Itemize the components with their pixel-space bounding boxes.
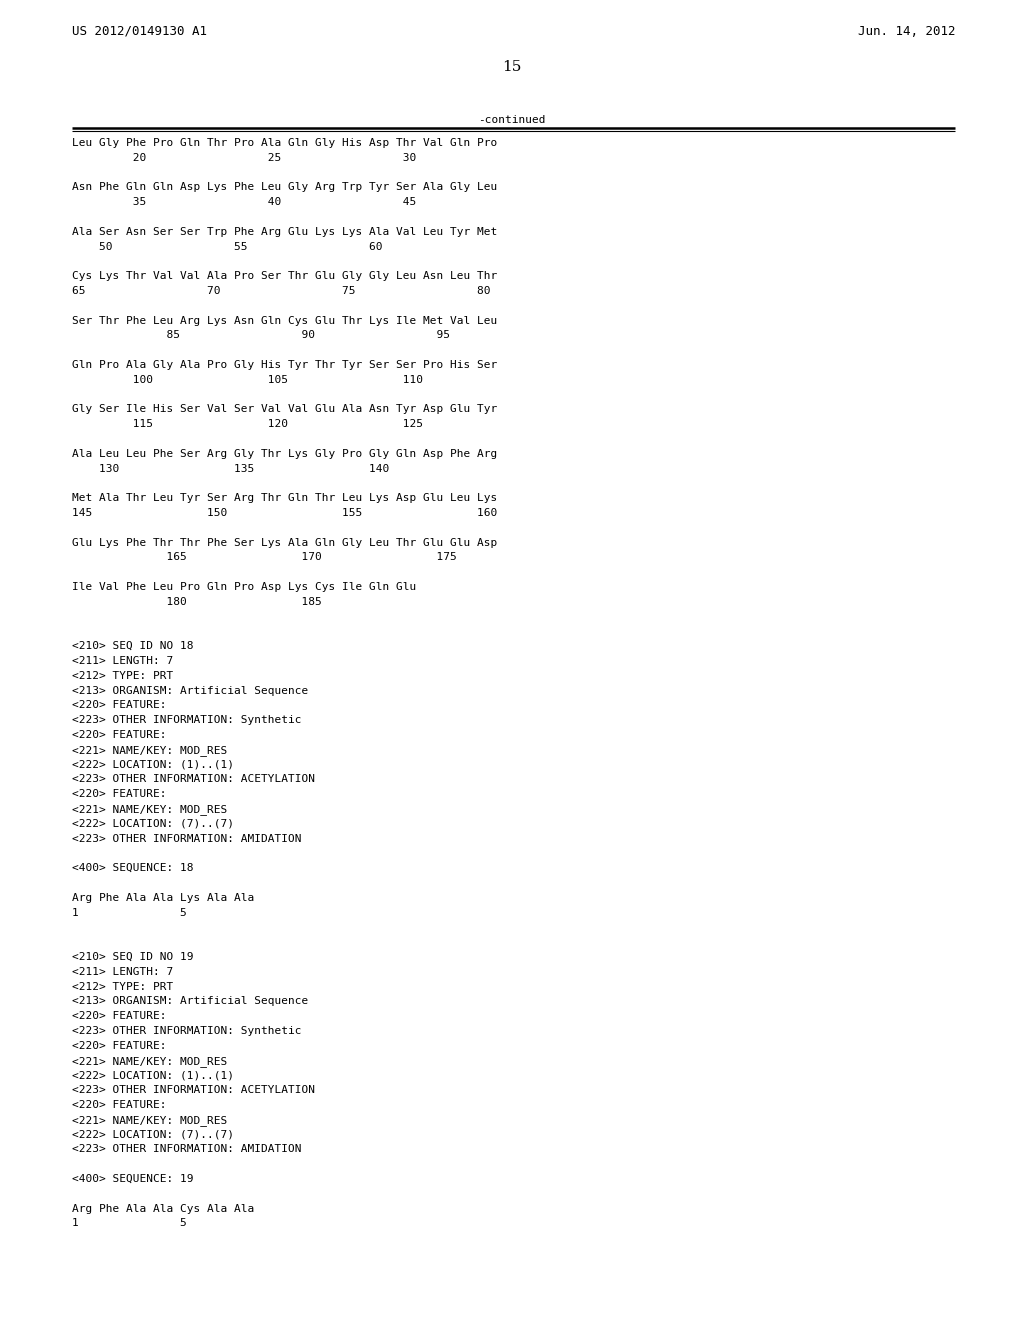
Text: <221> NAME/KEY: MOD_RES: <221> NAME/KEY: MOD_RES [72,804,227,814]
Text: Gln Pro Ala Gly Ala Pro Gly His Tyr Thr Tyr Ser Ser Pro His Ser: Gln Pro Ala Gly Ala Pro Gly His Tyr Thr … [72,360,498,370]
Text: Arg Phe Ala Ala Cys Ala Ala: Arg Phe Ala Ala Cys Ala Ala [72,1204,254,1213]
Text: <223> OTHER INFORMATION: AMIDATION: <223> OTHER INFORMATION: AMIDATION [72,1144,301,1155]
Text: <210> SEQ ID NO 19: <210> SEQ ID NO 19 [72,952,194,962]
Text: 115                 120                 125: 115 120 125 [72,420,423,429]
Text: <220> FEATURE:: <220> FEATURE: [72,789,167,799]
Text: Cys Lys Thr Val Val Ala Pro Ser Thr Glu Gly Gly Leu Asn Leu Thr: Cys Lys Thr Val Val Ala Pro Ser Thr Glu … [72,271,498,281]
Text: <223> OTHER INFORMATION: Synthetic: <223> OTHER INFORMATION: Synthetic [72,1026,301,1036]
Text: Ile Val Phe Leu Pro Gln Pro Asp Lys Cys Ile Gln Glu: Ile Val Phe Leu Pro Gln Pro Asp Lys Cys … [72,582,416,591]
Text: 1               5: 1 5 [72,908,186,917]
Text: 1               5: 1 5 [72,1218,186,1229]
Text: 85                  90                  95: 85 90 95 [72,330,450,341]
Text: <223> OTHER INFORMATION: ACETYLATION: <223> OTHER INFORMATION: ACETYLATION [72,775,315,784]
Text: 165                 170                 175: 165 170 175 [72,552,457,562]
Text: -continued: -continued [478,115,546,125]
Text: <221> NAME/KEY: MOD_RES: <221> NAME/KEY: MOD_RES [72,1115,227,1126]
Text: 65                  70                  75                  80: 65 70 75 80 [72,286,490,296]
Text: <220> FEATURE:: <220> FEATURE: [72,1040,167,1051]
Text: 20                  25                  30: 20 25 30 [72,153,416,162]
Text: Leu Gly Phe Pro Gln Thr Pro Ala Gln Gly His Asp Thr Val Gln Pro: Leu Gly Phe Pro Gln Thr Pro Ala Gln Gly … [72,139,498,148]
Text: <211> LENGTH: 7: <211> LENGTH: 7 [72,966,173,977]
Text: Glu Lys Phe Thr Thr Phe Ser Lys Ala Gln Gly Leu Thr Glu Glu Asp: Glu Lys Phe Thr Thr Phe Ser Lys Ala Gln … [72,537,498,548]
Text: <220> FEATURE:: <220> FEATURE: [72,730,167,741]
Text: <400> SEQUENCE: 19: <400> SEQUENCE: 19 [72,1173,194,1184]
Text: Gly Ser Ile His Ser Val Ser Val Val Glu Ala Asn Tyr Asp Glu Tyr: Gly Ser Ile His Ser Val Ser Val Val Glu … [72,404,498,414]
Text: <212> TYPE: PRT: <212> TYPE: PRT [72,982,173,991]
Text: <222> LOCATION: (7)..(7): <222> LOCATION: (7)..(7) [72,1130,234,1139]
Text: <213> ORGANISM: Artificial Sequence: <213> ORGANISM: Artificial Sequence [72,685,308,696]
Text: <222> LOCATION: (1)..(1): <222> LOCATION: (1)..(1) [72,759,234,770]
Text: <221> NAME/KEY: MOD_RES: <221> NAME/KEY: MOD_RES [72,744,227,756]
Text: 100                 105                 110: 100 105 110 [72,375,423,385]
Text: 130                 135                 140: 130 135 140 [72,463,389,474]
Text: <222> LOCATION: (1)..(1): <222> LOCATION: (1)..(1) [72,1071,234,1080]
Text: <223> OTHER INFORMATION: Synthetic: <223> OTHER INFORMATION: Synthetic [72,715,301,725]
Text: 35                  40                  45: 35 40 45 [72,197,416,207]
Text: <212> TYPE: PRT: <212> TYPE: PRT [72,671,173,681]
Text: <213> ORGANISM: Artificial Sequence: <213> ORGANISM: Artificial Sequence [72,997,308,1006]
Text: Met Ala Thr Leu Tyr Ser Arg Thr Gln Thr Leu Lys Asp Glu Leu Lys: Met Ala Thr Leu Tyr Ser Arg Thr Gln Thr … [72,494,498,503]
Text: Ala Leu Leu Phe Ser Arg Gly Thr Lys Gly Pro Gly Gln Asp Phe Arg: Ala Leu Leu Phe Ser Arg Gly Thr Lys Gly … [72,449,498,459]
Text: Ser Thr Phe Leu Arg Lys Asn Gln Cys Glu Thr Lys Ile Met Val Leu: Ser Thr Phe Leu Arg Lys Asn Gln Cys Glu … [72,315,498,326]
Text: <223> OTHER INFORMATION: ACETYLATION: <223> OTHER INFORMATION: ACETYLATION [72,1085,315,1096]
Text: 145                 150                 155                 160: 145 150 155 160 [72,508,498,517]
Text: <220> FEATURE:: <220> FEATURE: [72,1100,167,1110]
Text: <223> OTHER INFORMATION: AMIDATION: <223> OTHER INFORMATION: AMIDATION [72,834,301,843]
Text: 50                  55                  60: 50 55 60 [72,242,383,252]
Text: Jun. 14, 2012: Jun. 14, 2012 [857,25,955,38]
Text: <222> LOCATION: (7)..(7): <222> LOCATION: (7)..(7) [72,818,234,829]
Text: 15: 15 [503,59,521,74]
Text: <400> SEQUENCE: 18: <400> SEQUENCE: 18 [72,863,194,874]
Text: <220> FEATURE:: <220> FEATURE: [72,701,167,710]
Text: <221> NAME/KEY: MOD_RES: <221> NAME/KEY: MOD_RES [72,1056,227,1067]
Text: Asn Phe Gln Gln Asp Lys Phe Leu Gly Arg Trp Tyr Ser Ala Gly Leu: Asn Phe Gln Gln Asp Lys Phe Leu Gly Arg … [72,182,498,193]
Text: 180                 185: 180 185 [72,597,322,607]
Text: US 2012/0149130 A1: US 2012/0149130 A1 [72,25,207,38]
Text: <210> SEQ ID NO 18: <210> SEQ ID NO 18 [72,642,194,651]
Text: Ala Ser Asn Ser Ser Trp Phe Arg Glu Lys Lys Ala Val Leu Tyr Met: Ala Ser Asn Ser Ser Trp Phe Arg Glu Lys … [72,227,498,236]
Text: <220> FEATURE:: <220> FEATURE: [72,1011,167,1022]
Text: <211> LENGTH: 7: <211> LENGTH: 7 [72,656,173,667]
Text: Arg Phe Ala Ala Lys Ala Ala: Arg Phe Ala Ala Lys Ala Ala [72,892,254,903]
